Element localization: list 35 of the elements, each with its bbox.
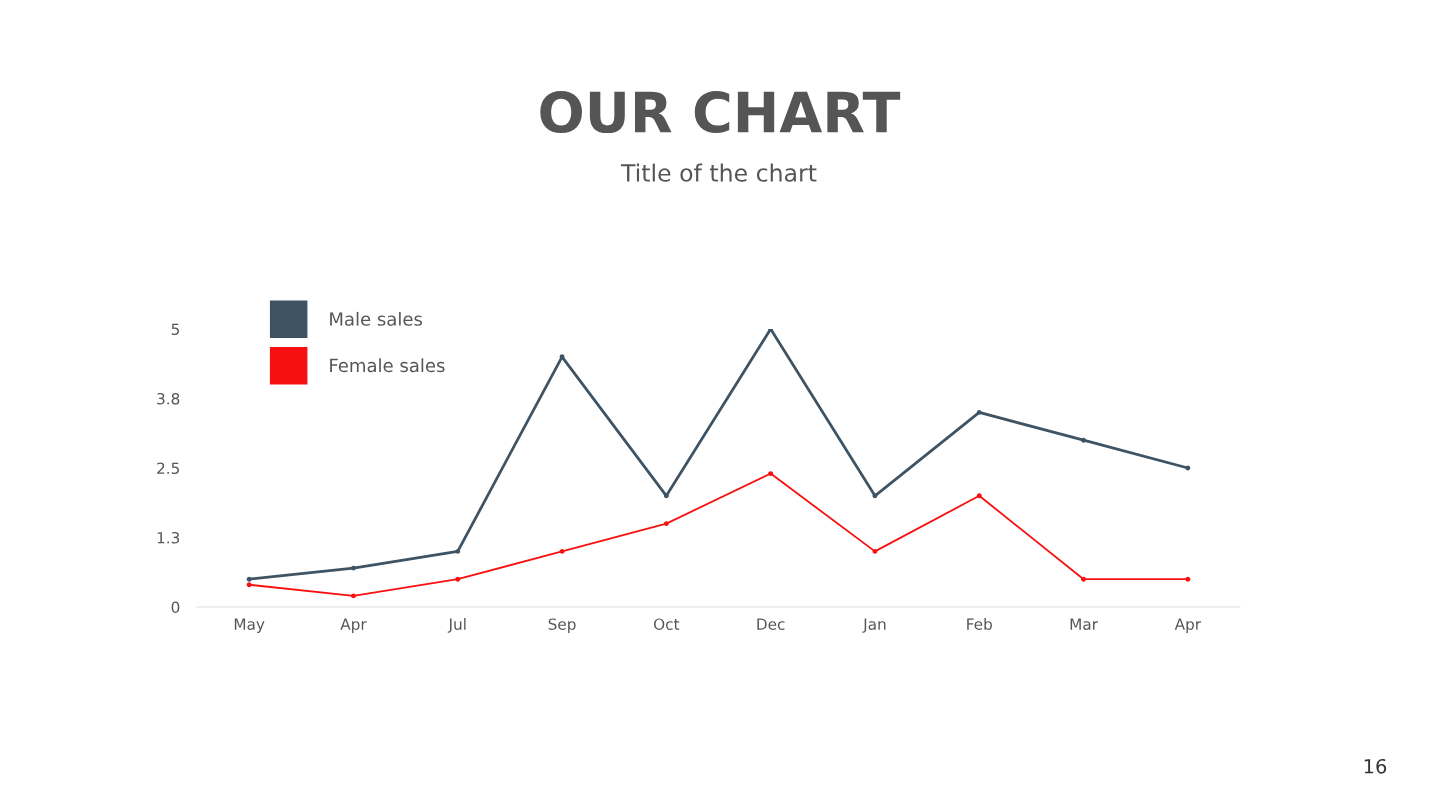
chart-subtitle: Title of the chart [620, 163, 817, 182]
x-tick-label: Jan [862, 618, 886, 633]
point [1081, 437, 1086, 443]
legend-label: Female sales [330, 358, 445, 373]
point [872, 493, 878, 499]
x-tick-label: Oct [654, 618, 680, 630]
point [663, 493, 669, 499]
point [455, 576, 461, 582]
y-tick-label: 1.3 [157, 531, 180, 544]
chart-title: OUR CHART [540, 91, 901, 134]
point [663, 521, 669, 527]
x-tick-label: Feb [967, 618, 992, 630]
point [246, 582, 252, 588]
x-tick-label: Mar [1070, 618, 1098, 630]
point [1185, 576, 1191, 582]
point [1081, 576, 1086, 582]
x-tick-label: Apr [340, 618, 367, 633]
point [976, 409, 982, 415]
x-tick-label: May [234, 618, 265, 633]
y-tick-label: 0 [171, 601, 180, 614]
y-tick-label: 5 [171, 323, 179, 336]
point [768, 471, 774, 476]
x-tick-label: Sep [548, 618, 576, 633]
y-tick-label: 3.8 [157, 392, 180, 405]
legend-label: Male sales [330, 311, 423, 326]
point [246, 576, 252, 582]
point [351, 593, 356, 599]
x-tick-label: Dec [757, 618, 785, 630]
y-tick-label: 2.5 [157, 462, 179, 475]
x-tick-label: Apr [1174, 618, 1202, 633]
text: 16 [1364, 758, 1387, 774]
point [559, 354, 565, 360]
point [455, 548, 461, 554]
point [976, 493, 982, 499]
x-tick-label: Jul [447, 618, 466, 633]
